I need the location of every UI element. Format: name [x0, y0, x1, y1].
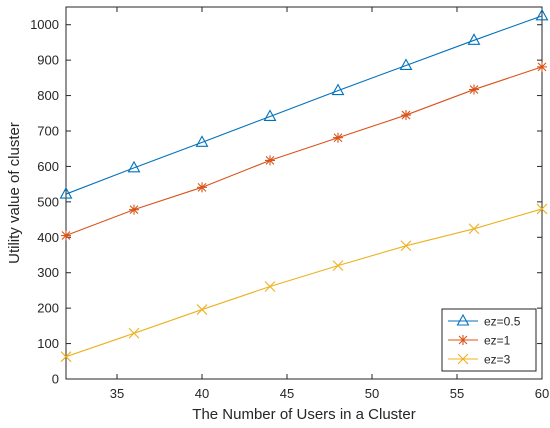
y-tick-label: 500 [37, 194, 59, 209]
x-tick-label: 35 [110, 386, 124, 401]
y-tick-label: 0 [52, 372, 59, 387]
data-point [129, 204, 139, 215]
y-tick-label: 1000 [30, 17, 59, 32]
data-point [128, 327, 140, 339]
data-point [59, 186, 73, 199]
data-point [536, 203, 548, 215]
legend-marker [457, 353, 469, 365]
y-tick-label: 700 [37, 124, 59, 139]
data-point [468, 223, 480, 235]
data-point [197, 182, 207, 193]
legend-entry: ez=3 [448, 353, 511, 367]
series-ez=0.5 [59, 8, 549, 199]
legend-entry: ez=1 [448, 334, 511, 348]
y-tick-label: 400 [37, 230, 59, 245]
x-tick-label: 45 [280, 386, 294, 401]
y-tick-label: 100 [37, 336, 59, 351]
series-ez=3 [60, 203, 548, 363]
data-point [333, 132, 343, 143]
y-tick-label: 800 [37, 88, 59, 103]
y-tick-label: 600 [37, 159, 59, 174]
y-tick-label: 900 [37, 53, 59, 68]
y-axis-label: Utility value of cluster [6, 122, 23, 264]
data-point [195, 135, 209, 147]
data-point [401, 110, 411, 121]
series-ez=1 [61, 61, 547, 241]
data-point [332, 260, 344, 272]
y-tick-label: 200 [37, 301, 59, 316]
data-point [263, 109, 277, 122]
x-tick-label: 50 [365, 386, 379, 401]
x-tick-label: 55 [450, 386, 464, 401]
data-point [265, 155, 275, 166]
x-axis-label: The Number of Users in a Cluster [192, 406, 415, 423]
data-point [400, 240, 412, 252]
legend-entry: ez=0.5 [448, 313, 521, 329]
data-point [196, 304, 208, 315]
data-point [60, 351, 72, 363]
data-point [331, 83, 345, 96]
data-point [469, 84, 479, 95]
series-line [65, 15, 543, 195]
data-point [127, 160, 141, 173]
legend-label: ez=0.5 [484, 315, 521, 329]
legend-marker [456, 313, 470, 326]
data-point [537, 61, 547, 72]
legend-label: ez=3 [484, 353, 511, 367]
x-tick-label: 60 [535, 386, 549, 401]
data-point [61, 230, 71, 241]
series-layer [59, 8, 549, 363]
data-point [535, 8, 549, 21]
legend-marker [458, 335, 468, 345]
axis-ticks: 35 40 45 50 55 600100200300400500600700800900… [30, 7, 549, 401]
x-tick-label: 40 [195, 386, 209, 401]
y-tick-label: 300 [37, 265, 59, 280]
data-point [264, 281, 276, 292]
legend: ez=0.5 ez=1 ez=3 [441, 308, 537, 372]
series-line [65, 208, 543, 358]
legend-label: ez=1 [484, 334, 511, 348]
data-point [399, 58, 413, 71]
data-point [467, 33, 481, 45]
series-line [65, 66, 543, 237]
